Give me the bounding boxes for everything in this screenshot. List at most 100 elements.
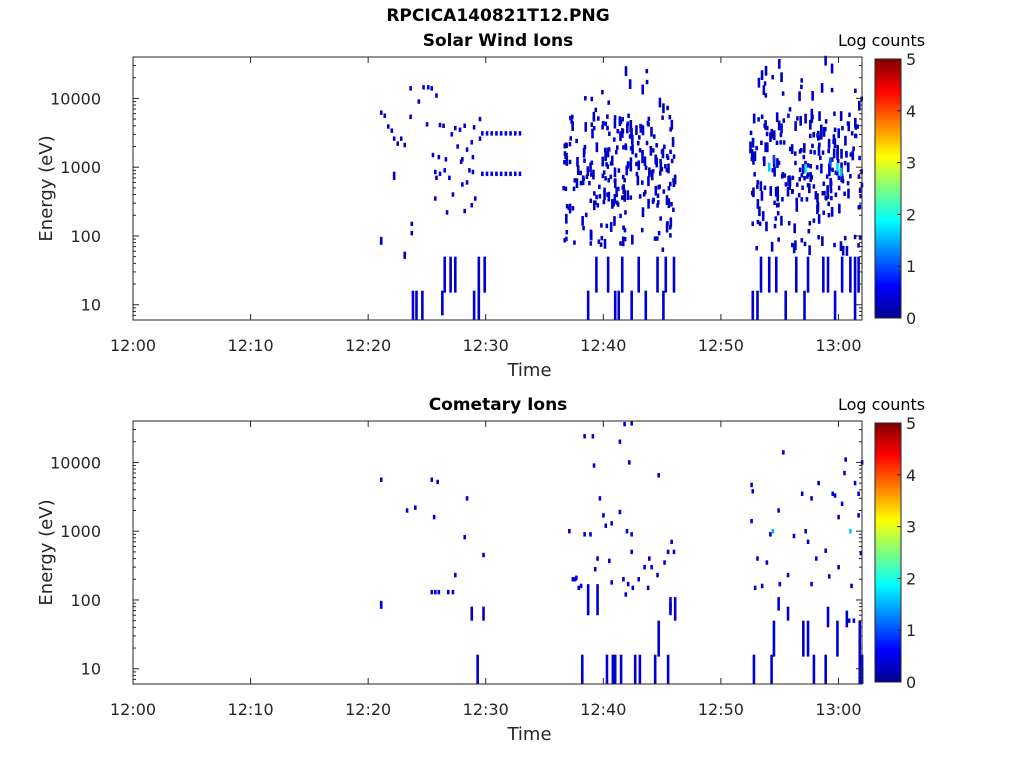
colorbar-tick-label: 5 <box>906 414 916 433</box>
data-cell <box>430 477 434 482</box>
data-column <box>672 256 676 293</box>
data-cell <box>386 124 390 129</box>
data-cell <box>850 583 853 589</box>
data-cell <box>379 236 383 242</box>
data-cell <box>579 583 583 589</box>
data-cell <box>405 508 409 513</box>
data-cell <box>409 114 412 120</box>
data-column <box>836 620 839 657</box>
data-cell <box>832 134 836 144</box>
data-cell <box>437 589 441 595</box>
data-cell <box>649 145 653 156</box>
data-cell <box>581 215 584 226</box>
data-cell <box>800 238 804 243</box>
data-cell <box>792 533 796 539</box>
data-cell <box>592 463 596 468</box>
axes-box <box>132 56 863 321</box>
data-cell <box>600 223 603 228</box>
x-tick-label: 12:00 <box>110 336 156 355</box>
data-cell <box>812 184 816 189</box>
data-cell <box>756 179 760 185</box>
data-cell <box>628 79 632 90</box>
data-cell <box>760 70 764 80</box>
data-column <box>777 597 780 611</box>
data-cell <box>606 114 609 119</box>
data-cell <box>392 171 396 177</box>
data-cell <box>819 124 823 135</box>
data-cell <box>392 175 396 181</box>
data-cell <box>478 116 482 122</box>
data-cell <box>836 144 839 155</box>
data-cell <box>853 480 857 486</box>
data-cell <box>783 173 787 178</box>
data-cell-hot <box>836 162 839 172</box>
data-column <box>472 290 476 320</box>
data-cell <box>392 136 396 141</box>
data-cell <box>666 105 669 111</box>
data-cell <box>586 166 590 177</box>
y-tick-label: 10 <box>81 296 101 315</box>
data-cell <box>608 131 611 136</box>
data-cell <box>590 172 593 177</box>
data-cell <box>772 130 776 141</box>
y-tick-label: 10000 <box>50 453 101 472</box>
data-cell <box>829 188 833 194</box>
data-column <box>605 654 609 684</box>
data-cell <box>845 153 848 158</box>
data-cell <box>661 247 665 252</box>
data-column <box>794 256 798 293</box>
data-cell <box>451 192 455 197</box>
data-cell <box>603 238 607 249</box>
data-cell <box>435 93 438 98</box>
data-cell <box>665 222 669 233</box>
data-cell <box>775 140 779 145</box>
data-cell <box>812 218 816 223</box>
data-cell <box>601 173 605 179</box>
data-cell <box>792 243 796 254</box>
data-cell <box>821 236 824 246</box>
data-column <box>477 290 481 320</box>
data-cell <box>760 583 764 589</box>
x-tick-label: 12:50 <box>698 336 744 355</box>
data-cell <box>622 577 625 582</box>
data-cell <box>833 242 836 248</box>
data-cell <box>673 174 677 185</box>
data-cell <box>662 103 665 114</box>
x-tick-label: 13:00 <box>815 700 861 719</box>
data-cell <box>795 202 799 212</box>
cometary-panel: 12:00 12:10 12:20 12:30 12:40 12:50 13:0010100… <box>36 414 916 745</box>
data-column <box>619 654 623 684</box>
data-cell <box>645 68 649 74</box>
data-cell <box>845 246 849 256</box>
data-cell <box>800 491 804 496</box>
data-cell <box>563 238 567 243</box>
data-cell <box>591 434 595 439</box>
data-cell <box>806 183 810 188</box>
data-column <box>441 290 444 316</box>
y-axis-label: Energy (eV) <box>36 499 57 605</box>
data-cell <box>446 589 450 595</box>
data-cell <box>592 169 595 180</box>
data-cell <box>793 151 797 156</box>
data-cell <box>797 192 801 198</box>
data-cell <box>752 160 755 165</box>
data-cell <box>829 181 833 186</box>
data-cell <box>788 175 791 186</box>
data-cell <box>775 203 779 208</box>
data-cell <box>379 240 383 245</box>
data-cell <box>621 116 624 122</box>
data-cell <box>451 589 455 595</box>
data-cell <box>471 154 475 160</box>
data-cell <box>760 191 764 201</box>
data-cell <box>668 114 672 120</box>
data-cell <box>606 192 609 197</box>
figure-filename: RPCICA140821T12.PNG <box>386 6 610 26</box>
data-cell <box>636 140 640 146</box>
data-cell <box>573 240 576 245</box>
data-cell <box>791 242 794 248</box>
data-cell <box>604 176 607 181</box>
data-cell-hot <box>767 162 771 172</box>
data-cell <box>750 156 754 162</box>
data-cell <box>618 439 622 444</box>
data-cell <box>839 111 843 121</box>
